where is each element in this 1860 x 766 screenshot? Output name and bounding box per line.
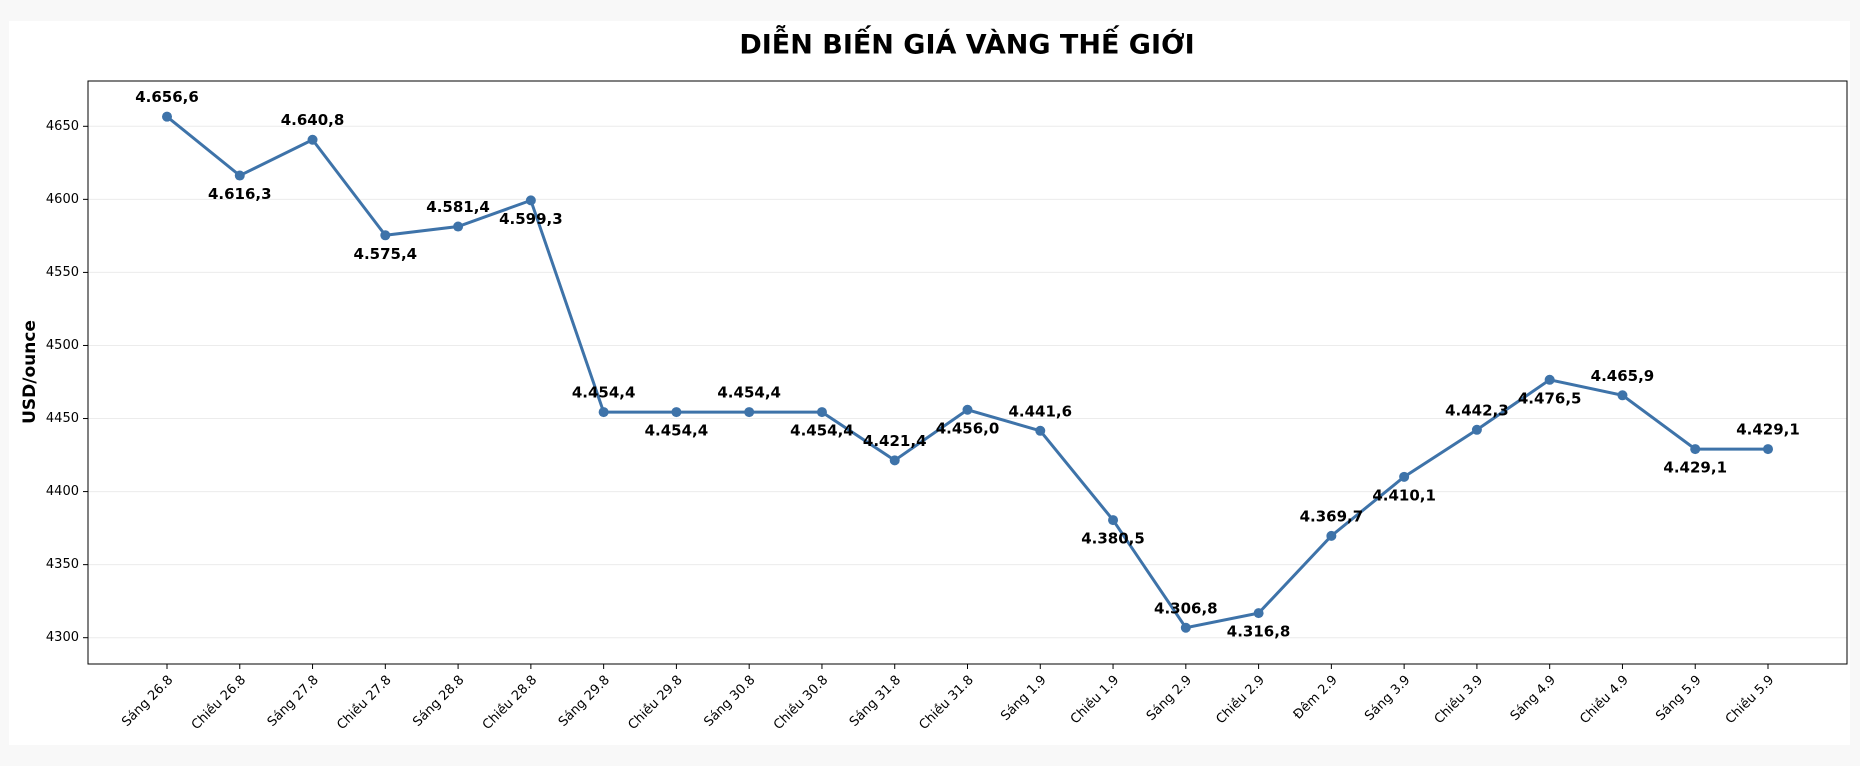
value-label: 4.656,6 [135, 88, 199, 106]
point [1399, 471, 1410, 482]
point [1544, 374, 1555, 385]
value-label: 4.599,3 [499, 210, 563, 228]
point [744, 407, 755, 418]
value-label: 4.306,8 [1154, 599, 1218, 617]
point [525, 195, 536, 206]
value-label: 4.316,8 [1227, 623, 1291, 641]
point [1471, 424, 1482, 435]
point [962, 404, 973, 415]
point [598, 407, 609, 418]
value-label: 4.369,7 [1300, 507, 1364, 525]
value-label: 4.581,4 [426, 198, 490, 216]
point [889, 455, 900, 466]
value-label: 4.456,0 [936, 419, 1000, 437]
point [1108, 515, 1119, 526]
value-label: 4.442,3 [1445, 401, 1509, 419]
value-label: 4.616,3 [208, 185, 272, 203]
value-label: 4.429,1 [1663, 459, 1727, 477]
chart-title: DIỄN BIẾN GIÁ VÀNG THẾ GIỚI [739, 25, 1194, 61]
value-label: 4.454,4 [717, 384, 781, 402]
value-label: 4.454,4 [572, 384, 636, 402]
point [453, 221, 464, 232]
point [671, 407, 682, 418]
chart-card [9, 21, 1850, 745]
y-tick-label: 4400 [46, 484, 79, 499]
value-label: 4.410,1 [1372, 486, 1436, 504]
value-label: 4.454,4 [790, 422, 854, 440]
value-label: 4.441,6 [1008, 402, 1072, 420]
y-tick-label: 4550 [46, 265, 79, 280]
point [307, 134, 318, 145]
value-label: 4.429,1 [1736, 421, 1800, 439]
y-tick-label: 4650 [46, 119, 79, 134]
point [1763, 444, 1773, 455]
point [1180, 622, 1191, 633]
point [234, 170, 245, 181]
point [1617, 390, 1628, 401]
point [1326, 530, 1337, 541]
value-label: 4.640,8 [281, 111, 345, 129]
y-tick-label: 4500 [46, 338, 79, 353]
point [380, 230, 391, 241]
value-label: 4.465,9 [1591, 367, 1655, 385]
value-label: 4.380,5 [1081, 530, 1145, 548]
value-label: 4.421,4 [863, 432, 927, 450]
value-label: 4.476,5 [1518, 389, 1582, 407]
point [1690, 444, 1701, 455]
y-tick-label: 4600 [46, 192, 79, 207]
value-label: 4.454,4 [645, 422, 709, 440]
value-label: 4.575,4 [354, 245, 418, 263]
point [1253, 608, 1264, 619]
y-axis-label: USD/ounce [20, 320, 40, 424]
y-tick-label: 4350 [46, 557, 79, 572]
point [816, 407, 827, 418]
y-tick-label: 4450 [46, 411, 79, 426]
point [1035, 425, 1046, 436]
point [162, 111, 172, 122]
y-tick-label: 4300 [46, 630, 79, 645]
